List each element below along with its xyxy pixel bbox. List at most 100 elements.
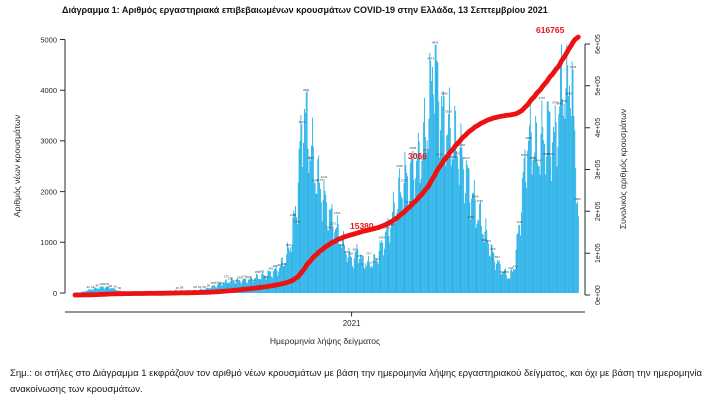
daily-cases-bar — [223, 283, 224, 293]
bar-value-label: 63 — [198, 285, 202, 289]
daily-cases-bar — [447, 134, 449, 293]
daily-cases-bar — [402, 210, 404, 293]
bar-value-label: 215 — [250, 278, 255, 282]
daily-cases-bar — [455, 110, 457, 293]
bar-value-label: 1241 — [325, 226, 332, 230]
daily-cases-bar — [472, 192, 474, 293]
bar-value-label: 364 — [499, 270, 504, 274]
daily-cases-bar — [503, 272, 505, 293]
daily-cases-bar — [368, 256, 369, 293]
daily-cases-bar — [473, 180, 475, 293]
daily-cases-bar — [546, 101, 548, 293]
daily-cases-bar — [441, 106, 443, 293]
daily-cases-bar — [89, 289, 91, 293]
daily-cases-bar — [279, 267, 280, 293]
bar-value-label: 156 — [215, 281, 220, 285]
daily-cases-bar — [389, 243, 391, 293]
daily-cases-bar — [373, 254, 375, 293]
daily-cases-bar — [408, 204, 409, 293]
daily-cases-bar — [505, 274, 507, 293]
daily-cases-bar — [453, 151, 455, 293]
daily-cases-bar — [352, 265, 353, 293]
daily-cases-bar — [539, 174, 541, 293]
bar-value-label: 2605 — [418, 156, 425, 160]
daily-cases-bar — [488, 255, 490, 293]
daily-cases-bar — [524, 149, 526, 293]
daily-cases-bar — [112, 288, 114, 293]
daily-cases-bar — [328, 209, 330, 293]
daily-cases-bar — [569, 85, 570, 293]
daily-cases-bar — [327, 229, 329, 293]
daily-cases-bar — [394, 222, 396, 293]
daily-cases-bar — [532, 160, 534, 293]
right-tick-0e00: 0e+00 — [595, 285, 602, 305]
daily-cases-bar — [222, 284, 224, 293]
bar-value-label: 1361 — [294, 219, 301, 223]
daily-cases-bar — [320, 189, 321, 293]
daily-cases-bar — [98, 289, 100, 293]
bar-value-label: 2666 — [521, 153, 528, 157]
daily-cases-bar — [416, 160, 417, 293]
bar-value-label: 2676 — [414, 153, 421, 157]
daily-cases-bar — [370, 265, 372, 293]
daily-cases-bar — [562, 115, 564, 293]
daily-cases-bar — [480, 225, 482, 293]
daily-cases-bar — [415, 178, 417, 293]
bar-value-label: 727 — [366, 252, 371, 256]
daily-cases-bar — [510, 270, 512, 293]
daily-cases-bar — [560, 58, 562, 294]
daily-cases-bar — [92, 289, 94, 293]
bar-value-label: 617 — [375, 257, 380, 261]
daily-cases-bar — [516, 234, 518, 293]
daily-cases-bar — [250, 275, 252, 293]
bar-value-label: 761 — [344, 250, 349, 254]
daily-cases-bar — [425, 152, 427, 293]
daily-cases-bar — [375, 260, 377, 293]
bar-value-label: 807 — [353, 248, 358, 252]
daily-cases-bar — [350, 256, 352, 293]
daily-cases-bar — [481, 233, 483, 293]
daily-cases-bar — [413, 179, 415, 293]
daily-cases-bar — [238, 280, 240, 293]
daily-cases-bar — [297, 182, 299, 293]
bar-value-label: 50 — [118, 286, 122, 290]
daily-cases-bar — [111, 288, 113, 293]
daily-cases-bar — [294, 213, 296, 293]
daily-cases-bar — [323, 179, 325, 293]
bar-value-label: 974 — [486, 239, 491, 243]
daily-cases-bar — [460, 123, 462, 293]
bar-value-label: 68 — [193, 285, 197, 289]
daily-cases-bar — [274, 268, 276, 293]
daily-cases-bar — [475, 227, 477, 293]
bar-value-label: 68 — [202, 285, 206, 289]
daily-cases-bar — [550, 156, 552, 293]
bar-value-label: 2613 — [463, 156, 470, 160]
daily-cases-bar — [396, 212, 398, 293]
daily-cases-bar — [477, 219, 479, 293]
daily-cases-bar — [113, 287, 115, 293]
bar-value-label: 4573 — [427, 57, 434, 61]
daily-cases-bar — [400, 196, 402, 293]
bar-value-label: 2701 — [454, 151, 461, 155]
daily-cases-bar — [356, 244, 358, 293]
daily-cases-bar — [287, 247, 289, 293]
daily-cases-bar — [346, 262, 348, 293]
daily-cases-bar — [96, 288, 98, 293]
daily-cases-bar — [382, 242, 384, 293]
daily-cases-bar — [338, 244, 340, 293]
daily-cases-bar — [362, 256, 364, 293]
daily-cases-bar — [289, 247, 291, 293]
daily-cases-bar — [566, 44, 568, 293]
bar-value-label: 276 — [241, 274, 246, 278]
daily-cases-bar — [502, 271, 504, 293]
daily-cases-bar — [247, 279, 249, 293]
daily-cases-bar — [295, 205, 296, 293]
daily-cases-bar — [514, 269, 516, 293]
daily-cases-bar — [485, 218, 487, 293]
right-tick-1e05: 1e+05 — [595, 243, 602, 263]
daily-cases-bar — [318, 155, 320, 293]
footnote: Σημ.: οι στήλες στο Διάγραμμα 1 εκφράζου… — [10, 368, 703, 395]
daily-cases-bar — [537, 166, 539, 293]
daily-cases-bar — [464, 193, 466, 293]
daily-cases-bar — [573, 116, 575, 293]
